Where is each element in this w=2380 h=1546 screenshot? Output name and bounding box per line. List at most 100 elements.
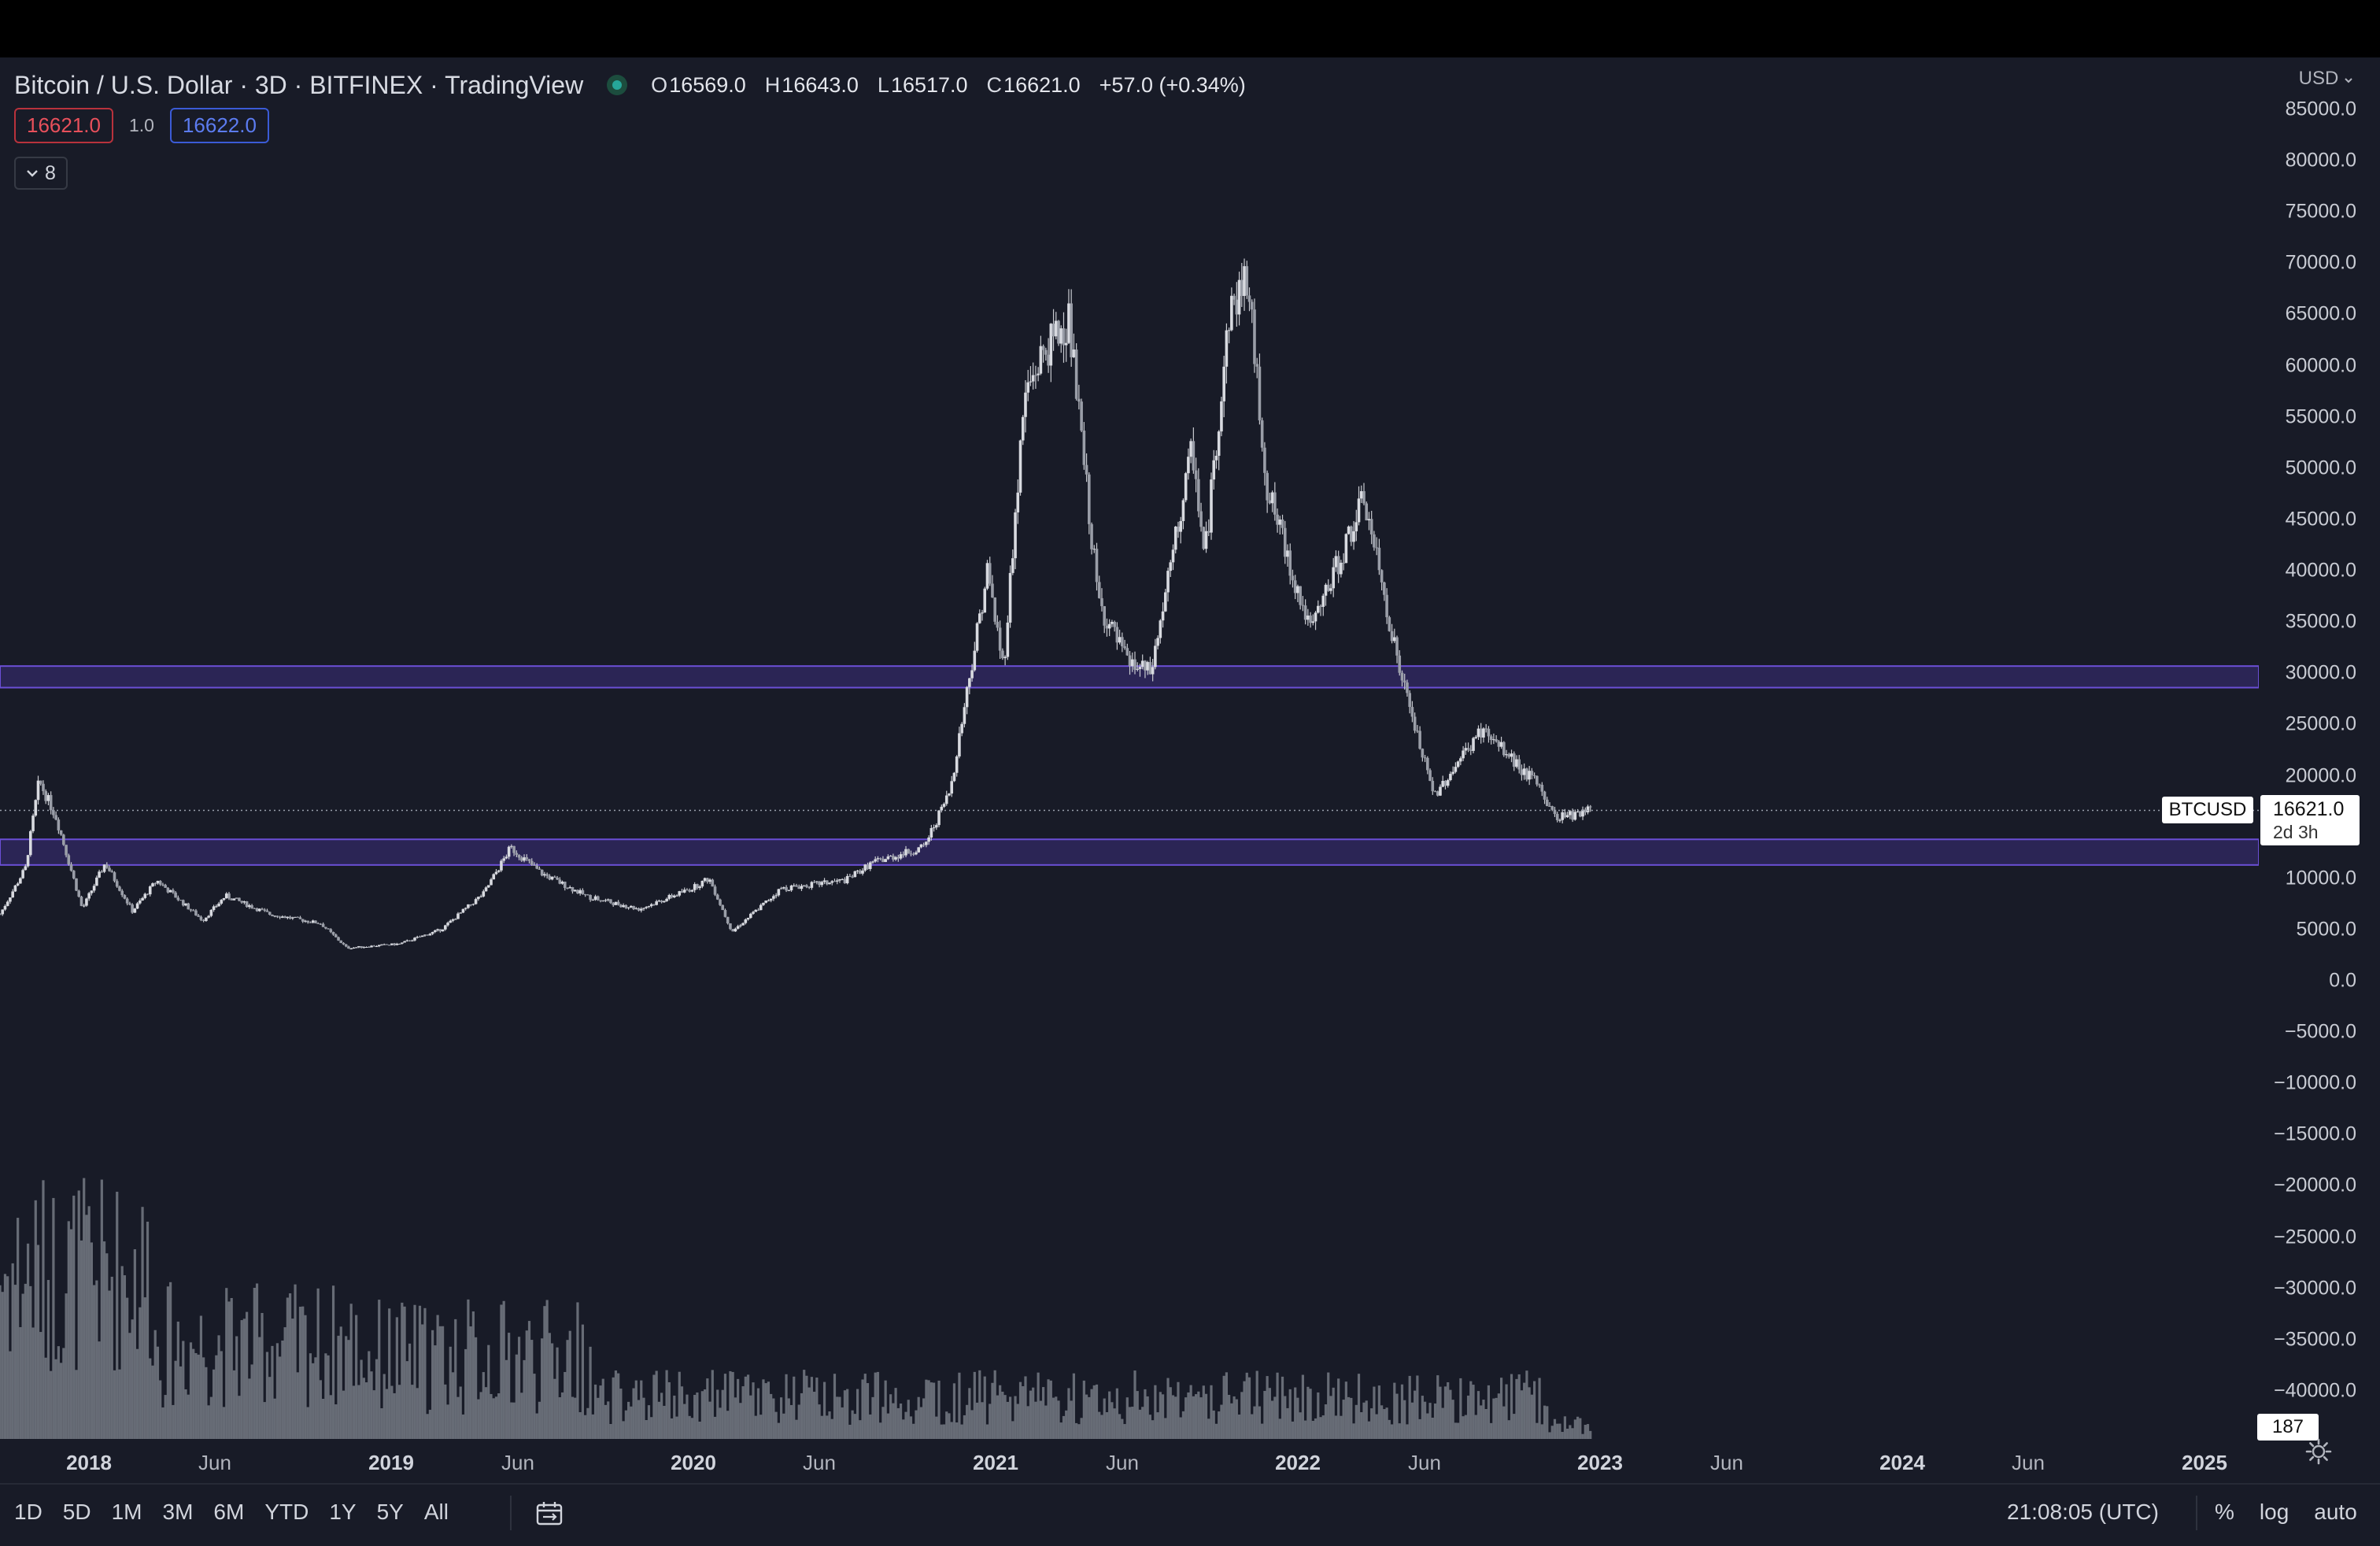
volume-bar (1459, 1378, 1462, 1439)
candle-body (822, 880, 826, 882)
range-5y-button[interactable]: 5Y (376, 1500, 404, 1524)
candle-body (911, 853, 915, 855)
percent-scale-button[interactable]: % (2215, 1500, 2234, 1524)
volume-bar (413, 1304, 416, 1439)
candle-body (368, 946, 371, 948)
candle-body (566, 888, 569, 890)
volume-bar (675, 1416, 678, 1439)
volume-bar (1495, 1397, 1498, 1439)
volume-bar (808, 1387, 811, 1439)
candle-body (1569, 811, 1572, 816)
volume-bar (871, 1396, 874, 1439)
candle-body (1421, 749, 1425, 758)
volume-bar (19, 1326, 22, 1439)
candle-body (993, 597, 996, 622)
candle-body (1548, 805, 1551, 807)
volume-bar (464, 1348, 468, 1439)
candle-body (1276, 514, 1279, 525)
volume-bar (199, 1315, 203, 1439)
volume-bar (388, 1308, 391, 1439)
range-1m-button[interactable]: 1M (111, 1500, 142, 1524)
volume-badge: 187 (2257, 1414, 2319, 1441)
price-chart[interactable] (0, 57, 2259, 1479)
utc-clock[interactable]: 21:08:05 (UTC) (2007, 1500, 2159, 1524)
time-tick-label: Jun (803, 1451, 836, 1474)
candle-body (36, 780, 40, 801)
candle-body (372, 945, 376, 947)
buy-price-button[interactable]: 16622.0 (169, 108, 269, 143)
date-range-icon[interactable] (535, 1500, 564, 1527)
volume-bar (1082, 1380, 1085, 1439)
candle-body (1187, 457, 1190, 474)
volume-bar (1457, 1422, 1460, 1439)
range-1d-button[interactable]: 1D (14, 1500, 42, 1524)
volume-bar (1085, 1394, 1088, 1439)
volume-bar (708, 1401, 711, 1439)
volume-bar (108, 1290, 111, 1439)
candle-body (800, 886, 804, 890)
gear-icon[interactable] (2304, 1437, 2333, 1466)
volume-bar (1393, 1382, 1396, 1439)
candle-body (1357, 498, 1361, 523)
volume-bar (209, 1396, 213, 1439)
candle-body (1283, 527, 1287, 557)
volume-bar (1375, 1414, 1378, 1439)
volume-bar (31, 1327, 35, 1439)
time-tick-label: 2024 (1879, 1451, 1925, 1474)
price-tick-label: −30000.0 (2274, 1277, 2356, 1300)
volume-bar (39, 1332, 42, 1439)
volume-bar (726, 1411, 730, 1439)
candle-body (1400, 672, 1404, 681)
range-5d-button[interactable]: 5D (62, 1500, 91, 1524)
volume-bar (663, 1405, 666, 1439)
price-axis[interactable]: 85000.0 80000.0 75000.0 70000.0 65000.0 60000… (2259, 57, 2380, 1479)
candle-body (1173, 527, 1177, 550)
volume-bar (805, 1375, 808, 1439)
volume-bar (879, 1422, 882, 1439)
auto-scale-button[interactable]: auto (2314, 1500, 2357, 1524)
volume-bar (342, 1390, 346, 1439)
candle-body (283, 916, 286, 919)
volume-bar (398, 1385, 401, 1439)
range-ytd-button[interactable]: YTD (264, 1500, 309, 1524)
volume-bar (999, 1385, 1002, 1439)
candle-body (52, 810, 55, 816)
volume-bar (261, 1312, 264, 1439)
symbol-title[interactable]: Bitcoin / U.S. Dollar · 3D · BITFINEX · … (14, 70, 584, 99)
volume-bar (1210, 1385, 1213, 1439)
candle-body (808, 886, 811, 888)
candle-body (1324, 584, 1328, 596)
range-3m-button[interactable]: 3M (162, 1500, 194, 1524)
volume-bar (1192, 1396, 1195, 1439)
volume-bar (1177, 1381, 1180, 1439)
volume-bar (1184, 1397, 1188, 1439)
candle-body (1296, 586, 1299, 594)
candle-body (327, 928, 330, 930)
candle-body (1431, 780, 1435, 792)
candle-body (894, 856, 897, 860)
candle-body (1553, 809, 1557, 815)
candle-body (115, 881, 119, 887)
sell-price-button[interactable]: 16621.0 (14, 108, 113, 143)
candle-body (1021, 416, 1025, 441)
currency-selector[interactable]: USD (2299, 68, 2353, 90)
candle-body (754, 909, 758, 912)
log-scale-button[interactable]: log (2259, 1500, 2289, 1524)
volume-bar (830, 1418, 833, 1439)
range-6m-button[interactable]: 6M (213, 1500, 245, 1524)
candle-body (1130, 659, 1134, 667)
support-resistance-zone[interactable] (0, 838, 2259, 866)
volume-bar (1181, 1411, 1185, 1439)
volume-bar (271, 1345, 274, 1439)
candle-body (418, 937, 422, 938)
range-1y-button[interactable]: 1Y (329, 1500, 357, 1524)
candle-body (861, 870, 864, 874)
range-all-button[interactable]: All (423, 1500, 449, 1524)
candle-body (1416, 730, 1419, 732)
indicators-toggle-button[interactable]: 8 (14, 157, 68, 190)
volume-bar (940, 1424, 943, 1439)
volume-bar (574, 1397, 577, 1439)
volume-bar (212, 1369, 216, 1439)
volume-bar (851, 1410, 854, 1439)
volume-bar (515, 1354, 518, 1439)
